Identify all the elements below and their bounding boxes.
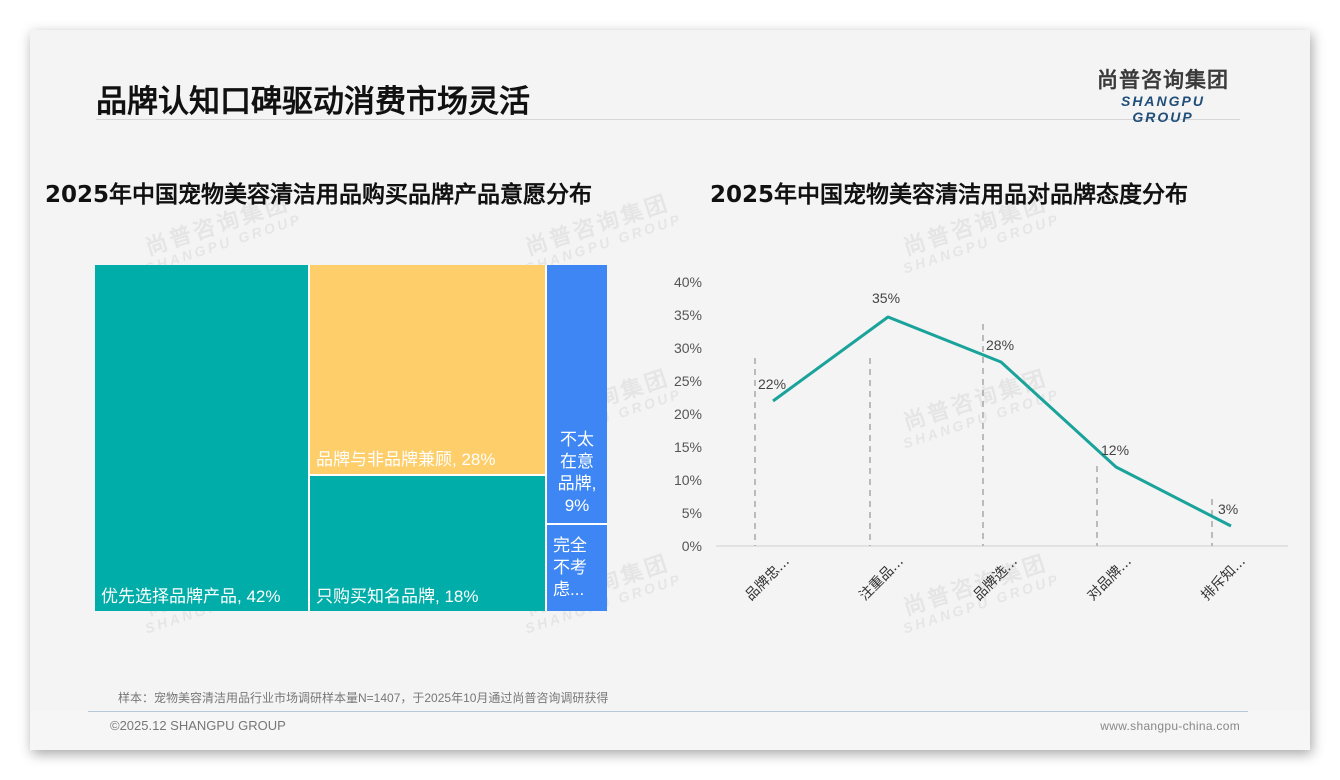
footer-band [30, 711, 1310, 750]
y-tick: 25% [674, 373, 702, 389]
treemap-label: 不太在意品牌, 9% [557, 430, 597, 515]
left-chart-title: 2025年中国宠物美容清洁用品购买品牌产品意愿分布 [45, 182, 593, 208]
treemap-label: 优先选择品牌产品, 42% [101, 587, 281, 606]
treemap-label: 完全不考虑... [553, 536, 587, 599]
data-label: 22% [758, 376, 786, 392]
data-label: 3% [1218, 501, 1238, 517]
footer-divider [88, 711, 1248, 712]
treemap-cell-not-care-brand[interactable]: 不太在意品牌, 9% [547, 265, 607, 525]
x-tick-label: 品牌忠... [742, 553, 793, 604]
data-label: 28% [986, 337, 1014, 353]
data-label: 12% [1101, 442, 1129, 458]
treemap-cell-never-consider[interactable]: 完全不考虑... [547, 525, 607, 611]
x-tick-label: 对品牌... [1084, 553, 1135, 604]
line-chart: 0% 5% 10% 15% 20% 25% 30% 35% 40% 22% 35… [674, 274, 1288, 604]
copyright-text: ©2025.12 SHANGPU GROUP [110, 718, 286, 733]
y-tick: 40% [674, 274, 702, 290]
data-labels: 22% 35% 28% 12% 3% [758, 290, 1238, 517]
treemap-cell-only-famous-brands[interactable]: 只购买知名品牌, 18% [310, 476, 547, 611]
x-tick-label: 排斥知... [1198, 553, 1249, 604]
company-logo: 尚普咨询集团 SHANGPU GROUP [1088, 64, 1238, 125]
treemap-label: 只购买知名品牌, 18% [316, 587, 479, 606]
y-tick: 30% [674, 340, 702, 356]
y-tick: 5% [682, 505, 702, 521]
x-tick-label: 品牌选... [970, 553, 1021, 604]
drop-lines [754, 324, 1213, 546]
series-line[interactable] [772, 315, 1232, 528]
treemap-label: 品牌与非品牌兼顾, 28% [316, 450, 496, 469]
y-tick: 10% [674, 472, 702, 488]
data-label: 35% [872, 290, 900, 306]
x-axis-labels: 品牌忠... 注重品... 品牌选... 对品牌... 排斥知... [742, 553, 1249, 604]
y-tick: 20% [674, 406, 702, 422]
y-tick: 0% [682, 538, 702, 554]
y-tick: 15% [674, 439, 702, 455]
right-chart-title: 2025年中国宠物美容清洁用品对品牌态度分布 [710, 182, 1189, 208]
logo-chinese-text: 尚普咨询集团 [1097, 68, 1229, 92]
x-tick-label: 注重品... [856, 554, 906, 604]
treemap-cell-brand-and-nonbrand[interactable]: 品牌与非品牌兼顾, 28% [310, 265, 547, 476]
logo-english-text: SHANGPU GROUP [1120, 93, 1205, 125]
title-divider [96, 119, 1240, 120]
y-axis: 0% 5% 10% 15% 20% 25% 30% 35% 40% [674, 274, 702, 554]
slide: 品牌认知口碑驱动消费市场灵活 尚普咨询集团 SHANGPU GROUP 尚普咨询… [30, 30, 1310, 750]
y-tick: 35% [674, 307, 702, 323]
page-title: 品牌认知口碑驱动消费市场灵活 [96, 84, 530, 120]
website-link[interactable]: www.shangpu-china.com [1100, 719, 1240, 733]
treemap-cell-prefer-brand[interactable]: 优先选择品牌产品, 42% [95, 265, 310, 611]
sample-note: 样本：宠物美容清洁用品行业市场调研样本量N=1407，于2025年10月通过尚普… [118, 691, 609, 705]
treemap-chart: 优先选择品牌产品, 42% 品牌与非品牌兼顾, 28% 只购买知名品牌, 18%… [95, 265, 609, 611]
